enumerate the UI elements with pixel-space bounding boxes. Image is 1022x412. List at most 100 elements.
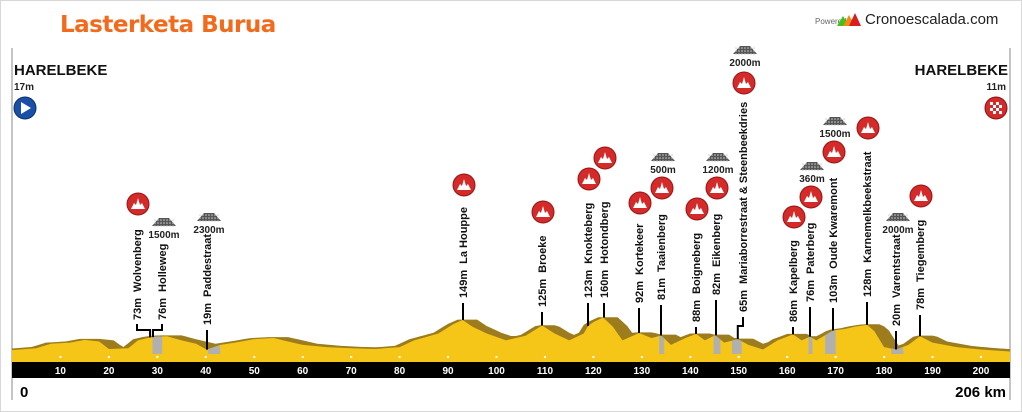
cobble-dot: [741, 53, 743, 55]
climb-name: Mariaborrestraat & Steenbeekdries: [738, 102, 750, 284]
climb-elevation: 20m: [891, 304, 903, 326]
cobble-dot: [172, 219, 174, 221]
climb-label: 78m Tiegemberg: [915, 220, 927, 310]
cobble-section: [824, 330, 836, 354]
cobble-dot: [708, 154, 710, 156]
cobbles-mound: [152, 218, 176, 226]
mountain-glyph: [655, 182, 669, 193]
cobble-dot: [671, 160, 673, 162]
climb-elevation: 65m: [738, 290, 750, 312]
climb-elevation: 92m: [634, 281, 646, 303]
cobbles-mound: [800, 162, 824, 170]
axis-tick: [689, 356, 692, 358]
cobble-dot: [668, 154, 670, 156]
axis-tick-label: 50: [249, 366, 261, 377]
cobble-dot: [894, 214, 896, 216]
cobble-dot: [208, 220, 210, 222]
cobble-dot: [169, 222, 171, 224]
climb-icon: [650, 176, 674, 200]
cobble-dot: [802, 166, 804, 168]
cobble-dot: [160, 219, 162, 221]
brand-link[interactable]: Cronoescalada.com: [865, 11, 999, 28]
climb-label: 81m Taaienberg: [656, 214, 668, 300]
cobble-dot: [817, 166, 819, 168]
cobble-dot: [897, 217, 899, 219]
cobble-dot: [656, 154, 658, 156]
cobble-dot: [671, 157, 673, 159]
cobble-dot: [202, 214, 204, 216]
cobble-dot: [750, 53, 752, 55]
mountain-glyph: [827, 146, 841, 157]
mountain-glyph: [804, 191, 818, 202]
cobble-dot: [163, 222, 165, 224]
axis-tick-label: 200: [973, 366, 990, 377]
climb-icon: [593, 146, 617, 170]
cobble-dot: [811, 163, 813, 165]
cobble-dot: [828, 124, 830, 126]
cobble-dot: [903, 220, 905, 222]
cobble-dot: [726, 157, 728, 159]
play-start-icon: [13, 96, 37, 120]
cobble-dot: [811, 166, 813, 168]
cobbles-icon: [800, 162, 824, 171]
cobbles-icon: [733, 46, 757, 55]
cobble-dot: [891, 220, 893, 222]
climb-elevation: 73m: [132, 298, 144, 320]
mountain-glyph: [737, 77, 751, 88]
cobble-dot: [837, 118, 839, 120]
cobble-dot: [820, 169, 822, 171]
cobble-dot: [825, 124, 827, 126]
cobble-dot: [738, 47, 740, 49]
cobbles-length-label: 2000m: [729, 58, 760, 69]
cobble-dot: [805, 169, 807, 171]
cobble-dot: [163, 219, 165, 221]
climb-name: Broeke: [537, 236, 549, 273]
cobble-dot: [747, 47, 749, 49]
cobble-dot: [662, 157, 664, 159]
climb-label: 19m Paddestraat: [202, 234, 214, 325]
cobble-dot: [735, 47, 737, 49]
climb-name: Oude Kwaremont: [828, 177, 840, 268]
climb-name: La Houppe: [458, 207, 470, 264]
cobble-dot: [750, 47, 752, 49]
brand-logo-icon[interactable]: [837, 12, 865, 28]
climb-label: 92m Kortekeer: [634, 223, 646, 303]
cobble-dot: [808, 163, 810, 165]
cobble-dot: [828, 118, 830, 120]
cobble-dot: [208, 214, 210, 216]
mountain-glyph: [536, 206, 550, 217]
climb-icon: [531, 200, 555, 224]
cobble-dot: [843, 121, 845, 123]
profile-area: [12, 317, 1011, 354]
axis-tick: [107, 356, 110, 358]
cobble-dot: [834, 118, 836, 120]
axis-tick-label: 60: [297, 366, 309, 377]
cobble-dot: [808, 169, 810, 171]
cobble-dot: [738, 53, 740, 55]
cobble-dot: [805, 166, 807, 168]
climb-label: 65m Mariaborrestraat & Steenbeekdries: [738, 102, 750, 312]
finish-check: [999, 111, 1002, 114]
cobble-dot: [217, 214, 219, 216]
climb-label: 20m Varentstraat: [891, 234, 903, 326]
cobble-dot: [834, 121, 836, 123]
cobbles-mound: [197, 213, 221, 221]
cobble-dot: [157, 219, 159, 221]
axis-tick: [253, 356, 256, 358]
finish-check: [993, 111, 996, 114]
axis-tick: [834, 356, 837, 358]
axis-end-label: 206 km: [955, 384, 1006, 401]
cobble-dot: [714, 157, 716, 159]
axis-tick: [495, 356, 498, 358]
cobble-section: [152, 336, 163, 354]
cobble-dot: [656, 160, 658, 162]
cobble-dot: [802, 163, 804, 165]
cobble-dot: [723, 154, 725, 156]
axis-tick: [59, 356, 62, 358]
cobble-dot: [169, 225, 171, 227]
climb-elevation: 81m: [656, 278, 668, 300]
cobble-dot: [665, 154, 667, 156]
cobble-dot: [831, 124, 833, 126]
cobble-dot: [205, 214, 207, 216]
